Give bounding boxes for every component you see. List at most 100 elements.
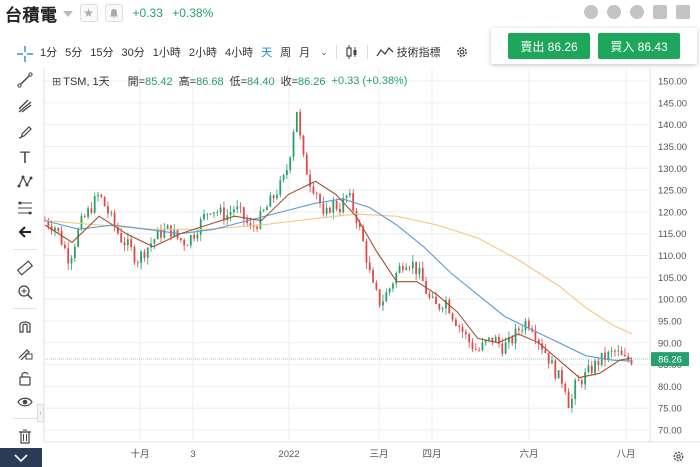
rail-collapse-handle[interactable]: ‹: [37, 404, 44, 422]
candle-body: [249, 222, 252, 226]
candle-body: [87, 208, 89, 217]
trash-icon[interactable]: [15, 426, 35, 446]
y-tick-label: 75.00: [658, 404, 682, 415]
pitchfork-icon[interactable]: [15, 96, 35, 116]
x-tick-label: 八月: [616, 449, 635, 460]
y-tick-label: 90.00: [658, 338, 682, 349]
candle-body: [378, 289, 381, 306]
change-abs: +0.33: [132, 6, 163, 20]
chevron-down-icon: [14, 453, 28, 462]
candle-body: [335, 200, 338, 209]
magnet-icon[interactable]: [15, 316, 35, 336]
candle-body: [597, 360, 600, 365]
divider: [13, 308, 37, 309]
indicators-button[interactable]: 技術指標: [376, 44, 441, 60]
timeframe-6[interactable]: 4小時: [225, 47, 254, 59]
fib-icon[interactable]: [15, 198, 35, 218]
close-value: 86.26: [298, 76, 326, 88]
gear-icon[interactable]: [455, 45, 469, 59]
crosshair-icon[interactable]: [15, 44, 35, 64]
candle-body: [534, 331, 537, 340]
candle-body: [57, 227, 60, 231]
open-value: 85.42: [145, 76, 173, 88]
candle-body: [547, 352, 550, 364]
last-price-tag: [651, 352, 689, 367]
buy-button[interactable]: 買入 86.43: [598, 33, 680, 59]
candle-body: [133, 247, 136, 263]
y-tick-label: 100.00: [658, 295, 687, 306]
sell-button[interactable]: 賣出 86.26: [508, 33, 590, 59]
candle-body: [189, 235, 192, 246]
candle-body: [408, 267, 411, 269]
candle-body: [607, 351, 610, 360]
text-icon[interactable]: T: [19, 148, 31, 167]
candle-body: [239, 206, 242, 208]
rail-collapse-button[interactable]: [0, 448, 42, 467]
star-icon[interactable]: ★: [79, 4, 98, 22]
compass-icon[interactable]: [630, 5, 644, 19]
y-tick-label: 145.00: [658, 98, 687, 109]
candle-body: [438, 304, 441, 310]
low-value: 84.40: [247, 76, 275, 88]
y-tick-label: 70.00: [658, 426, 682, 437]
lock-draw-icon[interactable]: [15, 342, 35, 362]
candle-body: [120, 233, 123, 243]
candle-body: [398, 266, 401, 273]
candle-body: [577, 380, 580, 381]
chevron-down-icon[interactable]: ⌄: [320, 46, 328, 57]
timeframe-5[interactable]: 2小時: [188, 47, 217, 59]
eye-icon[interactable]: [15, 392, 35, 412]
candle-body: [196, 234, 199, 239]
x-tick-label: 3: [190, 449, 195, 460]
candle-body: [312, 186, 315, 194]
menu-icon[interactable]: [676, 5, 690, 19]
bell-icon[interactable]: [104, 4, 123, 22]
candle-body: [322, 203, 325, 214]
timeframe-9[interactable]: 月: [299, 47, 311, 59]
back-arrow-icon[interactable]: [15, 222, 35, 242]
candle-body: [305, 154, 308, 175]
x-tick-label: 四月: [422, 449, 441, 460]
chart-type-icon[interactable]: [345, 44, 359, 60]
legend-change: +0.33 (+0.38%): [331, 75, 408, 87]
candle-body: [329, 207, 331, 213]
lock-icon[interactable]: [15, 368, 35, 388]
card-icon[interactable]: [653, 5, 667, 19]
chevron-down-icon[interactable]: [62, 11, 73, 17]
timeframe-1[interactable]: 5分: [65, 47, 83, 59]
zoom-in-icon[interactable]: [15, 282, 35, 302]
expand-icon[interactable]: ⊞: [52, 75, 62, 88]
candle-body: [511, 336, 514, 344]
link-icon[interactable]: [607, 5, 621, 19]
ruler-icon[interactable]: [15, 258, 35, 278]
candle-body: [153, 239, 156, 244]
divider: [13, 249, 37, 250]
change-pct: +0.38%: [172, 6, 214, 20]
timeframe-4[interactable]: 1小時: [152, 47, 181, 59]
chart-settings-gear-icon[interactable]: [667, 448, 689, 464]
open-label: 開=: [127, 76, 146, 88]
timeframe-2[interactable]: 15分: [90, 47, 114, 59]
legend-symbol[interactable]: TSM, 1天: [63, 76, 110, 88]
timeframe-7[interactable]: 天: [261, 47, 273, 59]
y-tick-label: 105.00: [658, 273, 687, 284]
high-label: 高=: [178, 76, 197, 88]
trend-line-icon[interactable]: [15, 70, 35, 90]
y-tick-label: 140.00: [658, 120, 687, 131]
candle-body: [541, 343, 543, 350]
candle-body: [385, 292, 388, 302]
candle-body: [494, 336, 497, 343]
timeframe-toolbar: 1分 5分 15分 30分 1小時 2小時 4小時天周月 ⌄ 技術指標: [40, 42, 469, 62]
pattern-icon[interactable]: [15, 172, 35, 192]
brush-icon[interactable]: [15, 122, 35, 142]
candle-body: [292, 131, 295, 158]
timeframe-0[interactable]: 1分: [40, 47, 58, 59]
candle-body: [488, 337, 490, 340]
timeframe-8[interactable]: 周: [280, 47, 292, 59]
pie-icon[interactable]: [584, 5, 598, 19]
high-value: 86.68: [196, 76, 224, 88]
candle-body: [156, 229, 159, 240]
timeframe-3[interactable]: 30分: [121, 47, 145, 59]
candle-body: [160, 229, 162, 238]
